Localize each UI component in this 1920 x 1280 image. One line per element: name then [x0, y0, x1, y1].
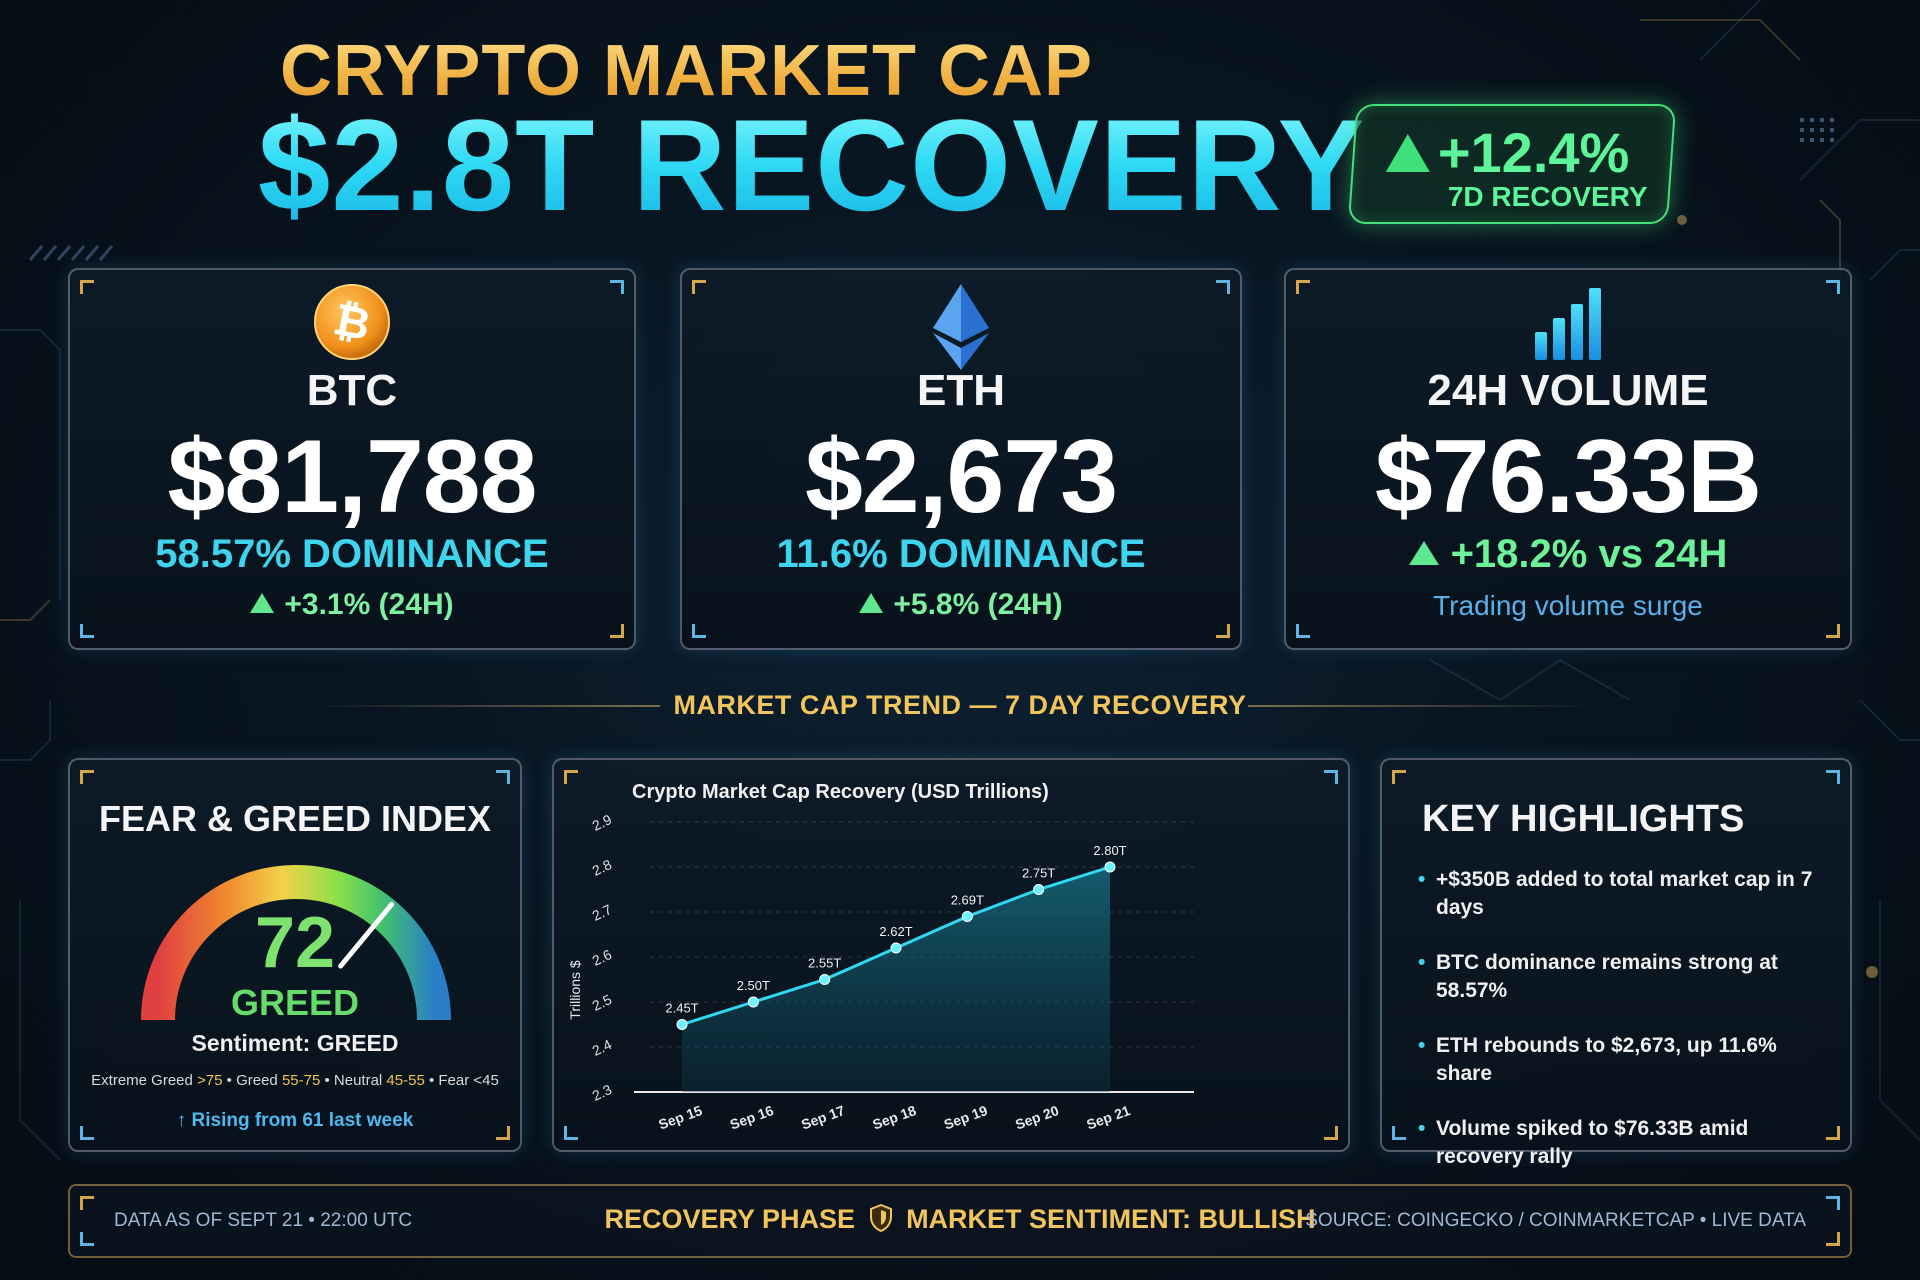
btc-price: $81,788 — [167, 419, 538, 535]
y-tick-label: 2.9 — [590, 811, 615, 834]
key-highlights-list: +$350B added to total market cap in 7 da… — [1418, 866, 1838, 1198]
data-point — [1104, 861, 1116, 873]
chart-y-axis-label: Trillions $ — [567, 960, 583, 1020]
eth-label: ETH — [917, 366, 1005, 415]
data-source: SOURCE: COINGECKO / COINMARKETCAP • LIVE… — [1305, 1210, 1806, 1231]
data-point — [747, 996, 759, 1008]
gauge-needle — [338, 901, 395, 969]
recovery-badge-value: +12.4% — [1437, 121, 1630, 184]
bar-chart-icon — [1533, 282, 1603, 367]
eth-dominance: 11.6% DOMINANCE — [776, 532, 1146, 576]
fear-greed-sentiment: Sentiment: GREED — [191, 1030, 399, 1056]
up-triangle-icon — [1385, 133, 1430, 172]
market-phase: RECOVERY PHASE MARKET SENTIMENT: BULLISH — [70, 1203, 1850, 1239]
highlight-item: +$350B added to total market cap in 7 da… — [1418, 866, 1838, 922]
volume-card: 24H VOLUME $76.33B +18.2% vs 24H Trading… — [1284, 268, 1852, 650]
y-tick-label: 2.6 — [590, 946, 615, 969]
data-point — [1033, 884, 1045, 895]
x-tick-label: Sep 16 — [728, 1102, 776, 1133]
x-tick-label: Sep 18 — [870, 1102, 918, 1133]
data-point — [961, 911, 973, 922]
data-label: 2.62T — [879, 924, 912, 939]
shield-icon — [869, 1203, 893, 1239]
up-triangle-icon — [250, 593, 275, 613]
eth-price: $2,673 — [804, 419, 1118, 535]
highlight-item: ETH rebounds to $2,673, up 11.6% share — [1418, 1032, 1838, 1088]
bitcoin-icon: ₿ — [312, 282, 392, 367]
area-fill — [682, 867, 1110, 1092]
volume-change: +18.2% vs 24H — [1286, 532, 1850, 577]
recovery-badge: +12.4% 7D RECOVERY — [1347, 104, 1677, 224]
fear-greed-legend: Extreme Greed >75 • Greed 55-75 • Neutra… — [91, 1072, 499, 1089]
key-highlights-panel: KEY HIGHLIGHTS +$350B added to total mar… — [1380, 758, 1852, 1168]
data-point — [819, 974, 831, 985]
up-triangle-icon — [1408, 541, 1439, 565]
fear-greed-value: 72 — [254, 903, 336, 983]
page-title: CRYPTO MARKET CAP — [280, 31, 1094, 111]
x-tick-label: Sep 20 — [1013, 1102, 1061, 1133]
data-label: 2.80T — [1093, 843, 1126, 858]
data-point — [676, 1019, 688, 1030]
data-label: 2.45T — [665, 1001, 698, 1016]
up-triangle-icon — [859, 593, 884, 613]
divider-left — [310, 705, 660, 707]
ethereum-icon — [931, 282, 991, 377]
volume-value: $76.33B — [1374, 419, 1762, 535]
eth-card: ETH $2,673 11.6% DOMINANCE +5.8% (24H) — [680, 268, 1242, 650]
market-cap-chart-panel: Crypto Market Cap Recovery (USD Trillion… — [552, 758, 1350, 1152]
data-timestamp: DATA AS OF SEPT 21 • 22:00 UTC — [114, 1210, 413, 1231]
x-tick-label: Sep 17 — [799, 1102, 847, 1133]
btc-dominance: 58.57% DOMINANCE — [155, 532, 549, 576]
eth-change: +5.8% (24H) — [682, 588, 1240, 622]
section-title: MARKET CAP TREND — 7 DAY RECOVERY — [673, 690, 1247, 720]
x-tick-label: Sep 21 — [1084, 1102, 1132, 1133]
volume-label: 24H VOLUME — [1427, 366, 1709, 415]
fear-greed-label: GREED — [230, 982, 360, 1023]
btc-card: ₿ BTC $81,788 58.57% DOMINANCE +3.1% (24… — [68, 268, 636, 650]
data-label: 2.55T — [808, 956, 841, 971]
volume-note: Trading volume surge — [1433, 590, 1703, 621]
chart-title: Crypto Market Cap Recovery (USD Trillion… — [632, 781, 1049, 803]
y-tick-label: 2.3 — [590, 1081, 615, 1104]
btc-change: +3.1% (24H) — [70, 588, 634, 622]
headline-value: $2.8T RECOVERY — [258, 92, 1366, 238]
y-tick-label: 2.8 — [590, 856, 615, 879]
highlight-item: Volume spiked to $76.33B amid recovery r… — [1418, 1115, 1838, 1171]
y-tick-label: 2.4 — [590, 1036, 615, 1059]
data-label: 2.75T — [1022, 866, 1055, 881]
recovery-badge-label: 7D RECOVERY — [1447, 181, 1648, 212]
footer-bar: DATA AS OF SEPT 21 • 22:00 UTC RECOVERY … — [68, 1184, 1852, 1258]
x-tick-label: Sep 15 — [656, 1102, 704, 1133]
highlight-item: BTC dominance remains strong at 58.57% — [1418, 949, 1838, 1005]
fear-greed-trend: ↑ Rising from 61 last week — [176, 1110, 414, 1131]
btc-label: BTC — [306, 366, 398, 415]
data-label: 2.50T — [737, 978, 770, 993]
data-point — [890, 942, 902, 954]
market-cap-chart: Crypto Market Cap Recovery (USD Trillion… — [567, 781, 1194, 1133]
fear-greed-gauge — [136, 852, 456, 1037]
x-tick-label: Sep 19 — [942, 1102, 990, 1133]
data-label: 2.69T — [951, 893, 984, 908]
y-tick-label: 2.5 — [590, 991, 615, 1014]
fear-greed-title: FEAR & GREED INDEX — [98, 798, 492, 839]
y-tick-label: 2.7 — [590, 901, 615, 924]
fear-greed-panel: FEAR & GREED INDEX 72 GREED Sentiment: G… — [68, 758, 522, 1152]
key-highlights-title: KEY HIGHLIGHTS — [1422, 798, 1745, 840]
